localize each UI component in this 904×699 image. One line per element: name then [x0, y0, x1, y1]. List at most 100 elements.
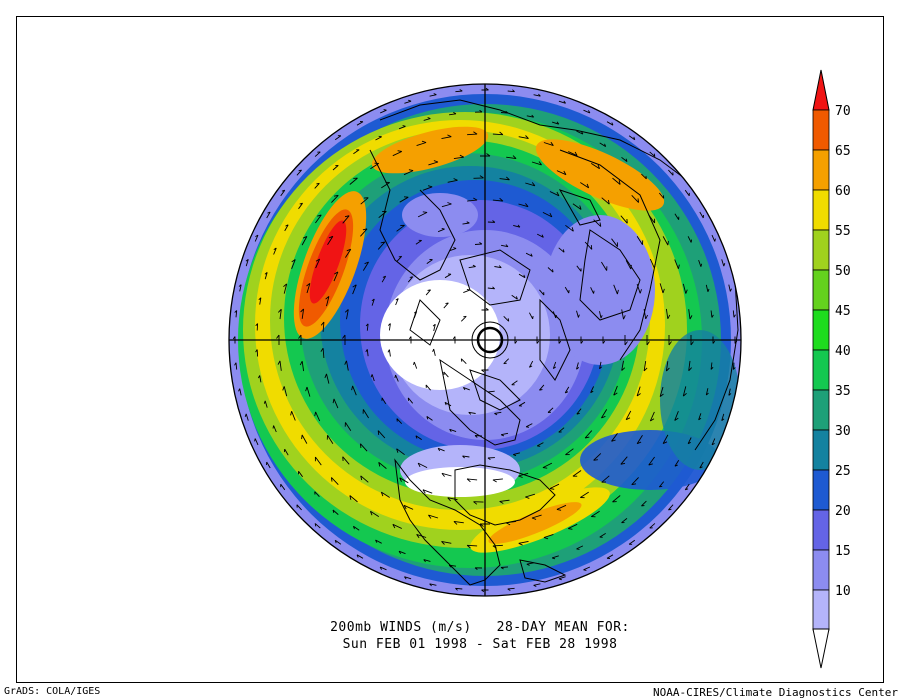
colorbar-swatch-40	[812, 349, 830, 391]
wind-arrow	[625, 260, 632, 270]
wind-arrow	[349, 177, 358, 185]
wind-arrow	[593, 453, 602, 461]
wind-arrow	[362, 261, 369, 271]
wind-arrow	[320, 347, 325, 359]
wind-arrow	[443, 302, 449, 309]
wind-arrow	[327, 235, 334, 245]
wind-arrow	[429, 583, 437, 587]
wind-arrow	[284, 224, 289, 232]
wind-arrow	[547, 407, 554, 413]
colorbar-label-60: 60	[835, 184, 851, 199]
colorbar-top-arrow	[812, 69, 830, 111]
wind-arrow	[549, 483, 560, 490]
wind-arrow	[333, 271, 339, 282]
wind-arrow	[320, 321, 325, 332]
wind-arrow	[370, 374, 375, 382]
wind-arrow	[474, 435, 482, 438]
wind-arrow	[606, 554, 614, 559]
wind-arrow	[721, 259, 726, 267]
wind-arrow	[453, 154, 465, 160]
wind-arrow	[636, 283, 642, 294]
colorbar-swatch-70	[812, 109, 830, 151]
wind-arrow	[711, 234, 716, 242]
wind-arrow	[649, 258, 656, 269]
wind-arrow	[593, 219, 602, 227]
wind-arrow	[648, 456, 655, 466]
wind-arrow	[381, 275, 387, 283]
wind-arrow	[234, 310, 238, 318]
wind-arrow	[576, 545, 584, 550]
wind-arrow	[674, 460, 680, 467]
wind-arrow	[371, 298, 375, 306]
wind-arrow	[298, 202, 303, 210]
wind-arrow	[331, 194, 339, 203]
wind-arrow	[649, 523, 656, 529]
wind-arrow	[565, 448, 574, 456]
wind-arrow	[425, 384, 431, 391]
wind-arrow	[665, 308, 671, 320]
wind-arrow	[710, 362, 714, 370]
wind-arrow	[601, 197, 610, 205]
wind-arrow	[234, 362, 238, 370]
colorbar-swatch-25	[812, 469, 830, 511]
wind-arrow	[500, 110, 509, 114]
wind-arrow	[506, 155, 517, 160]
colorbar-swatch-50	[812, 269, 830, 311]
wind-arrow	[407, 397, 414, 404]
wind-arrow	[301, 434, 308, 444]
wind-arrow	[449, 428, 457, 433]
wind-arrow	[362, 409, 369, 419]
wind-arrow	[732, 362, 736, 370]
wind-arrow	[413, 361, 418, 369]
wind-arrow	[539, 384, 545, 391]
wind-arrow	[314, 182, 320, 189]
wind-arrow	[353, 149, 360, 155]
wind-arrow	[487, 220, 496, 223]
wind-arrow	[447, 497, 458, 502]
wind-arrow	[668, 504, 674, 511]
wind-arrow	[474, 567, 483, 570]
colorbar-label-30: 30	[835, 424, 851, 439]
wind-arrow	[395, 298, 399, 306]
wind-arrow	[258, 297, 262, 305]
footer-credit-left: GrADS: COLA/IGES	[4, 686, 101, 697]
wind-arrow	[659, 283, 665, 294]
wind-arrow	[345, 248, 352, 258]
wind-arrow	[342, 456, 350, 465]
wind-arrow	[369, 510, 380, 517]
wind-arrow	[533, 93, 541, 97]
wind-arrow	[625, 410, 632, 421]
wind-arrow	[621, 156, 628, 162]
wind-arrow	[404, 99, 412, 104]
wind-arrow	[422, 489, 433, 494]
wind-arrow	[684, 483, 690, 491]
wind-arrow	[599, 142, 607, 147]
pole-ring	[471, 321, 509, 359]
wind-arrow	[360, 228, 368, 237]
wind-arrow	[399, 477, 409, 484]
colorbar-swatch-65	[812, 149, 830, 191]
wind-arrow	[682, 386, 687, 397]
wind-arrow	[344, 309, 349, 320]
wind-arrow	[266, 211, 271, 219]
wind-arrow	[698, 259, 703, 267]
wind-arrow	[503, 358, 510, 365]
wind-arrow	[558, 247, 565, 253]
wind-arrow	[583, 109, 591, 114]
wind-arrow	[473, 175, 484, 179]
wind-arrow	[572, 203, 582, 210]
wind-arrow	[365, 323, 369, 331]
wind-arrow	[423, 559, 431, 563]
wind-arrow	[375, 539, 382, 544]
colorbar-swatch-20	[812, 509, 830, 551]
wind-arrow	[494, 411, 502, 416]
wind-arrow	[505, 520, 517, 526]
footer-credit-right: NOAA-CIRES/Climate Diagnostics Center	[652, 686, 898, 699]
wind-arrow	[631, 477, 639, 486]
wind-arrow	[342, 215, 350, 224]
wind-arrow	[728, 388, 732, 396]
wind-arrow	[705, 284, 710, 292]
wind-arrow	[467, 131, 478, 136]
wind-arrow	[641, 173, 647, 180]
wind-arrow	[377, 241, 386, 250]
